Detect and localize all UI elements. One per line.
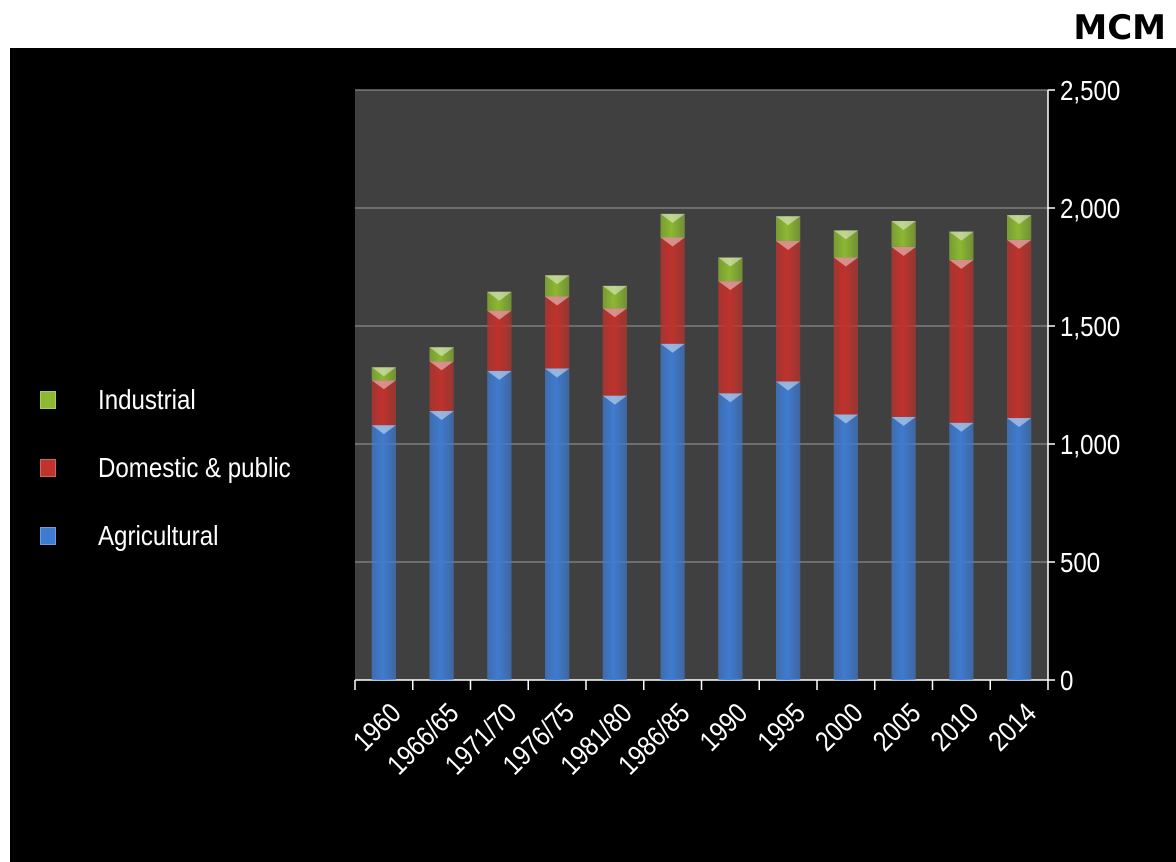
bar-domestic-public	[487, 310, 512, 371]
bar-bevel	[429, 410, 454, 420]
bar-agricultural	[775, 381, 801, 680]
legend-label-agricultural: Agricultural	[98, 520, 219, 551]
bar-agricultural	[718, 393, 743, 680]
bar-agricultural	[602, 395, 628, 680]
bar-bevel	[949, 422, 974, 432]
bar-domestic-public	[949, 259, 974, 423]
bar-industrial	[602, 285, 628, 309]
bar-bevel	[602, 285, 628, 295]
x-tick-label: 1990	[693, 697, 754, 758]
legend-item-agricultural: Agricultural	[40, 502, 322, 570]
bar-bevel	[487, 370, 512, 380]
bar-bevel	[1006, 239, 1032, 249]
bar-bevel	[718, 281, 743, 291]
bar-industrial	[949, 231, 974, 260]
bar-bevel	[1006, 418, 1032, 428]
bar-domestic-public	[429, 361, 454, 411]
bar-bevel	[775, 381, 801, 391]
bar-domestic-public	[660, 237, 685, 344]
unit-label: MCM	[1073, 8, 1166, 48]
bar-industrial	[833, 230, 859, 258]
bar-industrial	[371, 367, 397, 381]
bar-bevel	[602, 308, 628, 318]
bar-domestic-public	[891, 246, 916, 417]
bar-agricultural	[1006, 418, 1032, 680]
bar-industrial	[775, 216, 801, 242]
bar-bevel	[660, 343, 685, 353]
bar-bevel	[544, 275, 570, 285]
bar-agricultural	[660, 343, 685, 680]
bar-bevel	[833, 230, 859, 240]
bar-industrial	[660, 213, 685, 238]
bar-bevel	[891, 220, 916, 230]
legend-swatch-agricultural	[40, 527, 56, 545]
bar-industrial	[544, 275, 570, 297]
bar-bevel	[487, 291, 512, 301]
bar-industrial	[429, 347, 454, 362]
legend-swatch-industrial	[40, 391, 56, 409]
bar-bevel	[544, 296, 570, 306]
x-tick-label: 2010	[924, 697, 985, 758]
bar-industrial	[1006, 215, 1032, 240]
y-tick-label: 1,000	[1060, 428, 1120, 460]
legend-item-industrial: Industrial	[40, 366, 322, 434]
bar-agricultural	[833, 414, 859, 680]
legend-item-domestic: Domestic & public	[40, 434, 322, 502]
bar-bevel	[602, 395, 628, 405]
bar-domestic-public	[718, 281, 743, 394]
bar-bevel	[775, 216, 801, 226]
legend: Industrial Domestic & public Agricultura…	[40, 366, 322, 570]
bar-bevel	[949, 231, 974, 241]
bar-agricultural	[487, 370, 512, 680]
bar-domestic-public	[602, 308, 628, 396]
bar-bevel	[371, 380, 397, 390]
bar-industrial	[487, 291, 512, 311]
bar-bevel	[891, 416, 916, 426]
bar-domestic-public	[371, 380, 397, 426]
bar-bevel	[833, 257, 859, 267]
bar-bevel	[660, 213, 685, 223]
y-tick-label: 0	[1060, 664, 1073, 696]
bar-agricultural	[891, 416, 916, 680]
bar-bevel	[949, 259, 974, 269]
bar-bevel	[718, 257, 743, 267]
plot-area	[355, 90, 1048, 680]
legend-swatch-domestic	[40, 459, 56, 477]
x-tick-label: 2014	[982, 697, 1043, 758]
bar-bevel	[544, 368, 570, 378]
bar-domestic-public	[544, 296, 570, 369]
bar-domestic-public	[1006, 239, 1032, 419]
bar-domestic-public	[833, 257, 859, 415]
bar-bevel	[1006, 215, 1032, 225]
bar-bevel	[833, 414, 859, 424]
x-tick-label: 2000	[809, 697, 870, 758]
bar-bevel	[429, 361, 454, 371]
bar-domestic-public	[775, 241, 801, 382]
bar-bevel	[429, 347, 454, 357]
bar-industrial	[718, 257, 743, 282]
x-tick-label: 2005	[866, 697, 927, 758]
bar-bevel	[660, 237, 685, 247]
bar-bevel	[718, 393, 743, 403]
bar-agricultural	[544, 368, 570, 680]
bar-agricultural	[949, 422, 974, 680]
y-tick-label: 2,000	[1060, 192, 1120, 224]
bar-agricultural	[429, 410, 454, 680]
x-tick-label: 1995	[751, 697, 812, 758]
legend-label-industrial: Industrial	[98, 384, 196, 415]
bar-bevel	[487, 310, 512, 320]
y-tick-label: 1,500	[1060, 310, 1120, 342]
y-tick-label: 500	[1060, 546, 1100, 578]
bar-bevel	[371, 367, 397, 377]
bar-bevel	[371, 425, 397, 435]
bar-industrial	[891, 220, 916, 247]
legend-label-domestic: Domestic & public	[98, 452, 291, 483]
bar-agricultural	[371, 425, 397, 680]
y-tick-label: 2,500	[1060, 74, 1120, 106]
bar-bevel	[891, 246, 916, 256]
bar-bevel	[775, 241, 801, 251]
